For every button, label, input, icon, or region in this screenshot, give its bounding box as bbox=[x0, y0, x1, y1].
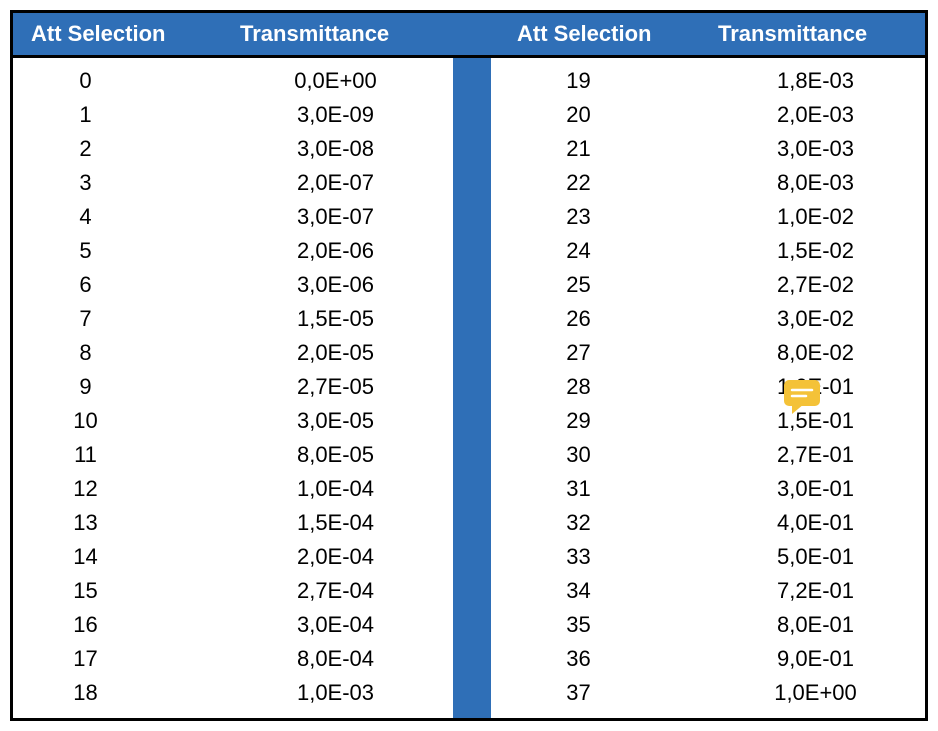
table-cell: 37 bbox=[491, 676, 706, 710]
table-cell: 3,0E-07 bbox=[228, 200, 453, 234]
table-cell: 2 bbox=[13, 132, 228, 166]
table-cell: 1,0E-04 bbox=[228, 472, 453, 506]
table-cell: 32 bbox=[491, 506, 706, 540]
table-cell: 9,0E-01 bbox=[706, 642, 925, 676]
table-cell: 2,0E-03 bbox=[706, 98, 925, 132]
table-cell: 13 bbox=[13, 506, 228, 540]
table-body: 0123456789101112131415161718 0,0E+003,0E… bbox=[13, 58, 925, 718]
table-cell: 2,7E-01 bbox=[706, 438, 925, 472]
table-header: Att Selection Transmittance Att Selectio… bbox=[13, 13, 925, 58]
table-cell: 1,8E-03 bbox=[706, 64, 925, 98]
table-cell: 6 bbox=[13, 268, 228, 302]
header-trans-left: Transmittance bbox=[228, 13, 453, 55]
table-cell: 16 bbox=[13, 608, 228, 642]
table-cell: 0 bbox=[13, 64, 228, 98]
column-divider bbox=[453, 58, 491, 718]
table-cell: 1,0E+00 bbox=[706, 676, 925, 710]
table-cell: 36 bbox=[491, 642, 706, 676]
table-cell: 5,0E-01 bbox=[706, 540, 925, 574]
table-cell: 31 bbox=[491, 472, 706, 506]
table-cell: 3,0E-06 bbox=[228, 268, 453, 302]
table-cell: 15 bbox=[13, 574, 228, 608]
table-cell: 1 bbox=[13, 98, 228, 132]
table-cell: 22 bbox=[491, 166, 706, 200]
column-att-left: 0123456789101112131415161718 bbox=[13, 58, 228, 718]
header-gap bbox=[453, 13, 491, 55]
table-cell: 2,7E-02 bbox=[706, 268, 925, 302]
table-cell: 5 bbox=[13, 234, 228, 268]
table-cell: 26 bbox=[491, 302, 706, 336]
table-cell: 8 bbox=[13, 336, 228, 370]
table-cell: 1,0E-01 bbox=[706, 370, 925, 404]
table-cell: 4,0E-01 bbox=[706, 506, 925, 540]
table-cell: 2,0E-06 bbox=[228, 234, 453, 268]
table-cell: 20 bbox=[491, 98, 706, 132]
table-cell: 8,0E-01 bbox=[706, 608, 925, 642]
table-cell: 4 bbox=[13, 200, 228, 234]
table-cell: 18 bbox=[13, 676, 228, 710]
header-att-right: Att Selection bbox=[491, 13, 706, 55]
table-cell: 19 bbox=[491, 64, 706, 98]
table-cell: 14 bbox=[13, 540, 228, 574]
table-cell: 3,0E-03 bbox=[706, 132, 925, 166]
header-trans-right: Transmittance bbox=[706, 13, 925, 55]
table-cell: 33 bbox=[491, 540, 706, 574]
table-cell: 1,0E-02 bbox=[706, 200, 925, 234]
table-cell: 17 bbox=[13, 642, 228, 676]
table-cell: 1,5E-02 bbox=[706, 234, 925, 268]
table-cell: 23 bbox=[491, 200, 706, 234]
table-cell: 27 bbox=[491, 336, 706, 370]
table-cell: 10 bbox=[13, 404, 228, 438]
column-trans-left: 0,0E+003,0E-093,0E-082,0E-073,0E-072,0E-… bbox=[228, 58, 453, 718]
table-cell: 1,5E-04 bbox=[228, 506, 453, 540]
column-trans-right: 1,8E-032,0E-033,0E-038,0E-031,0E-021,5E-… bbox=[706, 58, 925, 718]
table-cell: 11 bbox=[13, 438, 228, 472]
table-cell: 2,7E-04 bbox=[228, 574, 453, 608]
table-cell: 24 bbox=[491, 234, 706, 268]
table-cell: 1,5E-05 bbox=[228, 302, 453, 336]
table-cell: 30 bbox=[491, 438, 706, 472]
table-cell: 3,0E-09 bbox=[228, 98, 453, 132]
table-cell: 1,5E-01 bbox=[706, 404, 925, 438]
attenuation-table: Att Selection Transmittance Att Selectio… bbox=[10, 10, 928, 721]
table-cell: 8,0E-03 bbox=[706, 166, 925, 200]
table-cell: 3,0E-05 bbox=[228, 404, 453, 438]
column-att-right: 19202122232425262728293031323334353637 bbox=[491, 58, 706, 718]
table-cell: 28 bbox=[491, 370, 706, 404]
table-cell: 3 bbox=[13, 166, 228, 200]
table-cell: 2,0E-05 bbox=[228, 336, 453, 370]
table-cell: 8,0E-02 bbox=[706, 336, 925, 370]
table-cell: 7 bbox=[13, 302, 228, 336]
table-cell: 3,0E-08 bbox=[228, 132, 453, 166]
table-cell: 3,0E-01 bbox=[706, 472, 925, 506]
table-cell: 12 bbox=[13, 472, 228, 506]
table-cell: 2,0E-04 bbox=[228, 540, 453, 574]
table-cell: 35 bbox=[491, 608, 706, 642]
header-att-left: Att Selection bbox=[13, 13, 228, 55]
table-cell: 9 bbox=[13, 370, 228, 404]
table-cell: 21 bbox=[491, 132, 706, 166]
table-cell: 3,0E-02 bbox=[706, 302, 925, 336]
table-cell: 29 bbox=[491, 404, 706, 438]
table-cell: 2,0E-07 bbox=[228, 166, 453, 200]
table-cell: 0,0E+00 bbox=[228, 64, 453, 98]
table-cell: 3,0E-04 bbox=[228, 608, 453, 642]
table-cell: 34 bbox=[491, 574, 706, 608]
table-cell: 2,7E-05 bbox=[228, 370, 453, 404]
table-cell: 1,0E-03 bbox=[228, 676, 453, 710]
table-cell: 8,0E-04 bbox=[228, 642, 453, 676]
table-cell: 7,2E-01 bbox=[706, 574, 925, 608]
table-cell: 25 bbox=[491, 268, 706, 302]
table-cell: 8,0E-05 bbox=[228, 438, 453, 472]
